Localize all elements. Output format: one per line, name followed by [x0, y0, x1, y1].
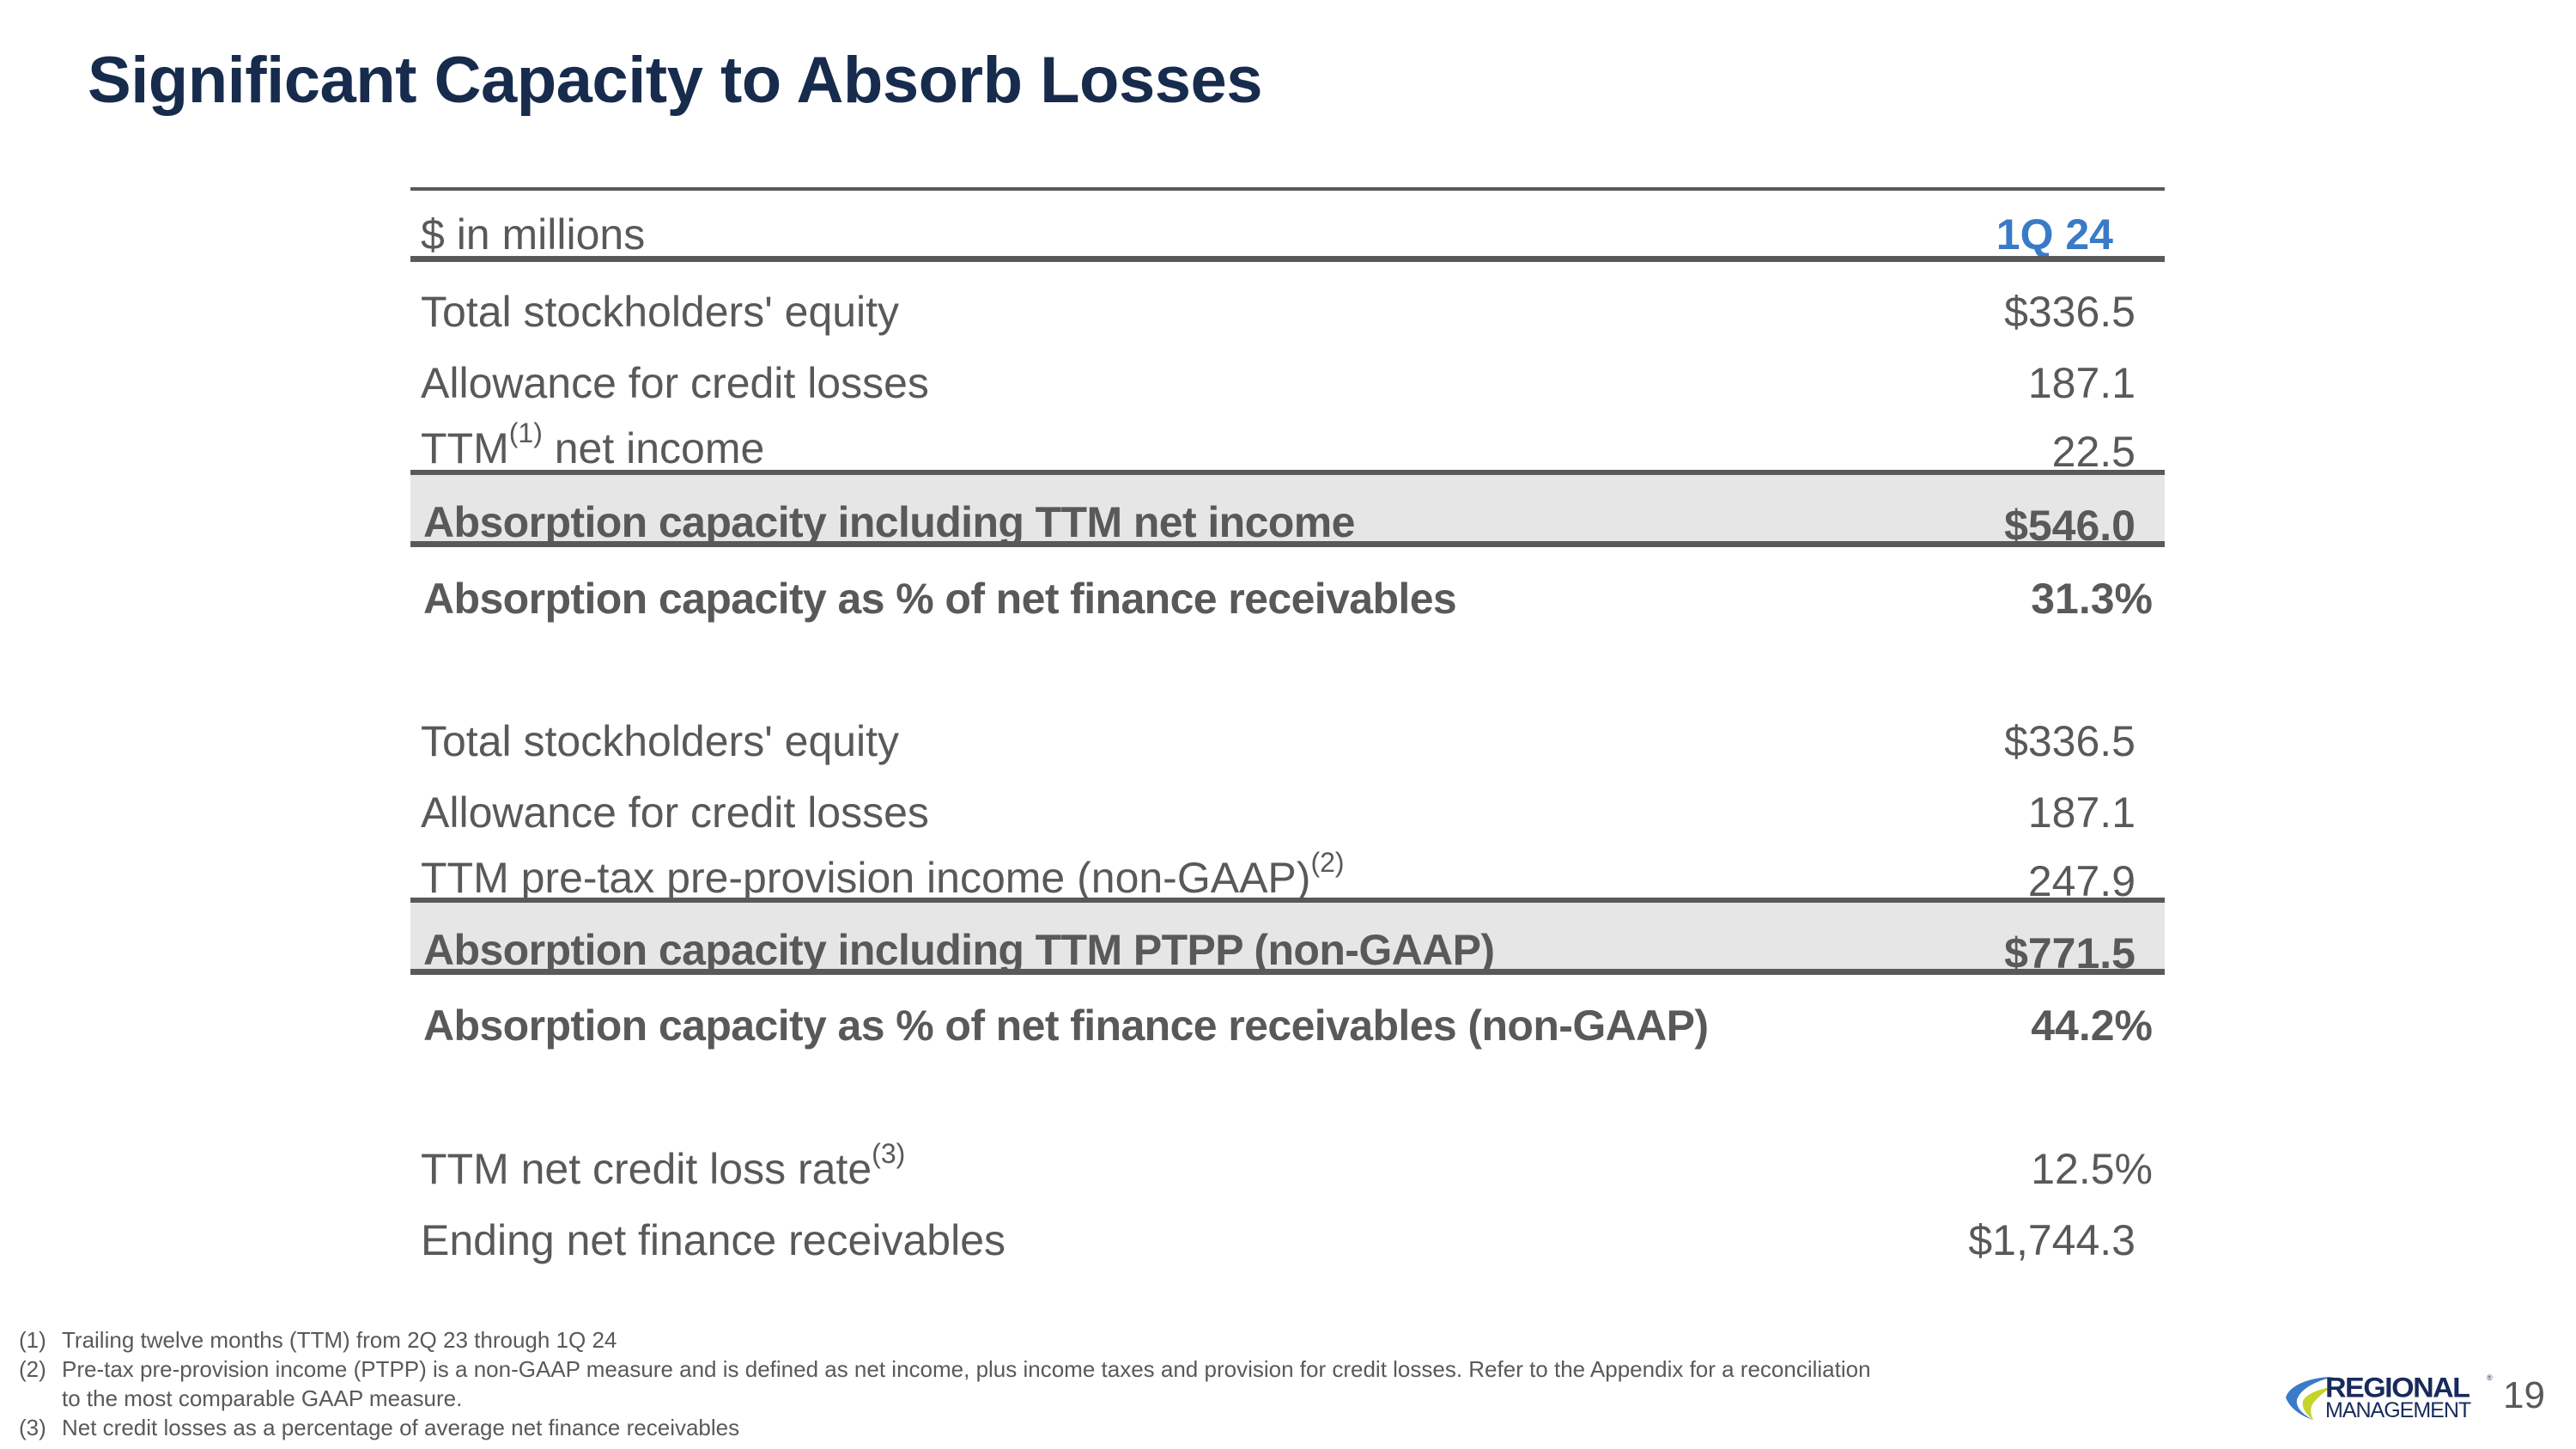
total-label: Absorption capacity including TTM PTPP (… [423, 926, 1495, 974]
footnotes: (1) Trailing twelve months (TTM) from 2Q… [19, 1325, 2166, 1442]
total-bottom-rule [410, 541, 2165, 547]
units-label: $ in millions [421, 210, 646, 259]
period-header: 1Q 24 [1996, 210, 2113, 259]
footnote-number: (3) [19, 1415, 46, 1440]
footnote-ref: (3) [872, 1138, 906, 1169]
footnote-text: Net credit losses as a percentage of ave… [62, 1415, 740, 1440]
page-title: Significant Capacity to Absorb Losses [88, 44, 1263, 117]
row-value: $336.5 [2004, 717, 2136, 765]
row-value: 12.5% [2031, 1145, 2153, 1193]
row-label: Allowance for credit losses [421, 788, 929, 837]
row-value: 247.9 [2027, 857, 2136, 905]
logo-text-regional: REGIONAL [2325, 1372, 2470, 1404]
company-logo: REGIONAL ® MANAGEMENT [2284, 1372, 2493, 1423]
table-header: $ in millions 1Q 24 [410, 204, 2165, 256]
table-row: TTM(1) net income 22.5 [410, 418, 2165, 476]
row-label-text: TTM pre-tax pre-provision income (non-GA… [421, 854, 1311, 902]
ratio-label: Absorption capacity as % of net finance … [423, 1002, 1709, 1050]
table-row: Ending net finance receivables $1,744.3 [410, 1210, 2165, 1262]
table-row: Allowance for credit losses 187.1 [410, 782, 2165, 834]
row-value: 187.1 [2027, 788, 2136, 837]
total-highlight-band [410, 903, 2165, 969]
row-label: Total stockholders' equity [421, 288, 900, 336]
footnote-number: (1) [19, 1327, 46, 1353]
ratio-label: Absorption capacity as % of net finance … [423, 575, 1457, 623]
total-label: Absorption capacity including TTM net in… [423, 498, 1355, 546]
row-label: TTM pre-tax pre-provision income (non-GA… [410, 849, 1345, 902]
logo-text-management: MANAGEMENT [2325, 1398, 2471, 1422]
total-top-rule [410, 898, 2165, 903]
logo-swoosh-icon [2286, 1377, 2334, 1420]
table-row: Total stockholders' equity $336.5 [410, 282, 2165, 333]
footnote-ref: (1) [508, 417, 543, 448]
row-label: TTM(1) net income [410, 419, 765, 472]
footnote-item: (1) Trailing twelve months (TTM) from 2Q… [19, 1325, 2166, 1355]
row-label: Ending net finance receivables [421, 1216, 1006, 1264]
footnote-ref: (2) [1310, 847, 1345, 878]
footnote-item: (3) Net credit losses as a percentage of… [19, 1413, 2166, 1442]
table-row: Total stockholders' equity $336.5 [410, 711, 2165, 763]
row-label: Allowance for credit losses [421, 359, 929, 407]
table-top-rule [410, 187, 2165, 191]
total-top-rule [410, 470, 2165, 475]
row-label-text: TTM [421, 424, 509, 472]
ratio-value: 31.3% [2031, 575, 2153, 623]
ratio-row: Absorption capacity as % of net finance … [410, 995, 2165, 1047]
row-value: $1,744.3 [1968, 1216, 2136, 1264]
footnote-number: (2) [19, 1356, 46, 1382]
row-label-suffix: net income [542, 424, 765, 472]
table-row: TTM pre-tax pre-provision income (non-GA… [410, 848, 2165, 903]
total-value: $771.5 [2004, 929, 2136, 977]
header-bottom-rule [410, 256, 2165, 262]
ratio-value: 44.2% [2031, 1002, 2153, 1050]
total-row: Absorption capacity including TTM PTPP (… [410, 920, 2165, 975]
footnote-continuation: to the most comparable GAAP measure. [62, 1385, 463, 1411]
row-value: 187.1 [2027, 359, 2136, 407]
row-value: $336.5 [2004, 288, 2136, 336]
total-highlight-band [410, 475, 2165, 541]
footnote-text: Trailing twelve months (TTM) from 2Q 23 … [62, 1327, 617, 1353]
ratio-row: Absorption capacity as % of net finance … [410, 569, 2165, 620]
footnote-text: Pre-tax pre-provision income (PTPP) is a… [62, 1356, 1871, 1382]
table-row: Allowance for credit losses 187.1 [410, 353, 2165, 405]
row-label: Total stockholders' equity [421, 717, 900, 765]
table-row: TTM net credit loss rate(3) 12.5% [410, 1139, 2165, 1190]
row-value: 22.5 [2051, 428, 2136, 476]
total-row: Absorption capacity including TTM net in… [410, 492, 2165, 550]
row-label: TTM net credit loss rate(3) [410, 1140, 905, 1193]
page-number: 19 [2503, 1374, 2545, 1416]
row-label-text: TTM net credit loss rate [421, 1145, 872, 1193]
footnote-item: (2) Pre-tax pre-provision income (PTPP) … [19, 1355, 2166, 1384]
registered-mark: ® [2487, 1373, 2493, 1382]
total-value: $546.0 [2004, 502, 2136, 550]
total-bottom-rule [410, 969, 2165, 975]
